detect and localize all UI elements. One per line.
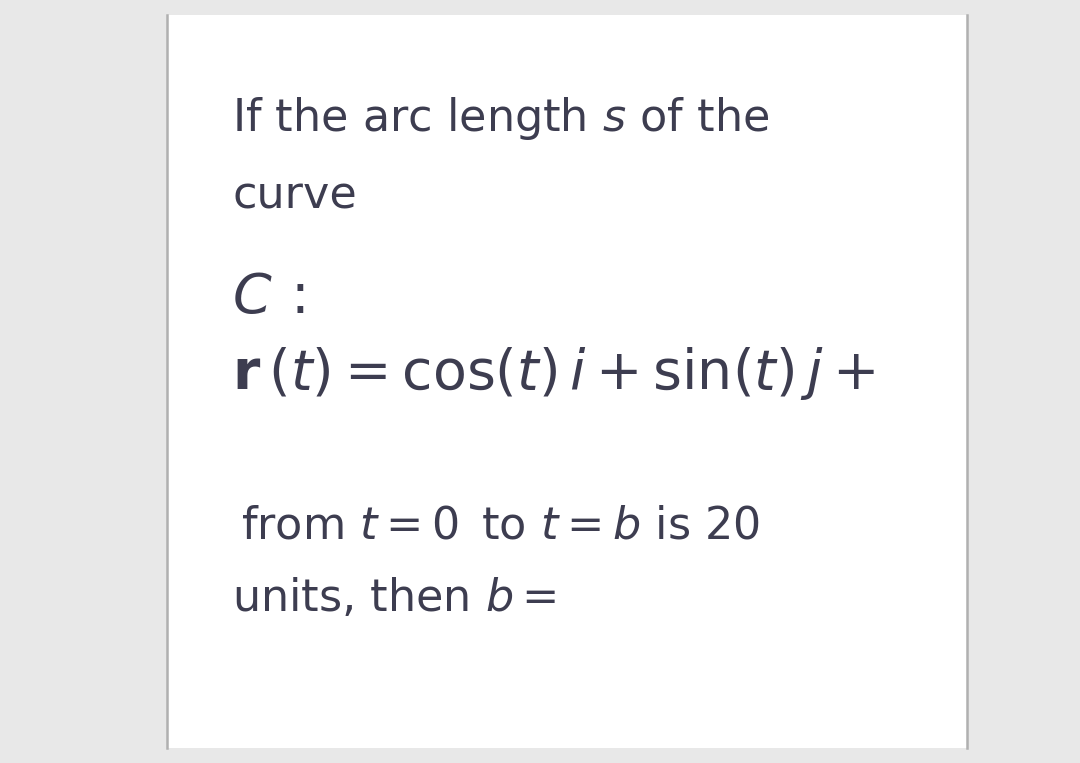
Text: $C\,:$: $C\,:$ bbox=[232, 271, 305, 324]
FancyBboxPatch shape bbox=[167, 15, 967, 748]
Text: $\mathbf{r}\,(t) = \cos(t)\,i + \sin(t)\,j +$: $\mathbf{r}\,(t) = \cos(t)\,i + \sin(t)\… bbox=[232, 346, 875, 402]
Text: units, then $b =$: units, then $b =$ bbox=[232, 578, 557, 620]
Text: curve: curve bbox=[232, 173, 357, 216]
Text: If the arc length $s$ of the: If the arc length $s$ of the bbox=[232, 95, 769, 142]
Text: from $t = 0\,$ to $t = b$ is $20$: from $t = 0\,$ to $t = b$ is $20$ bbox=[241, 505, 760, 548]
